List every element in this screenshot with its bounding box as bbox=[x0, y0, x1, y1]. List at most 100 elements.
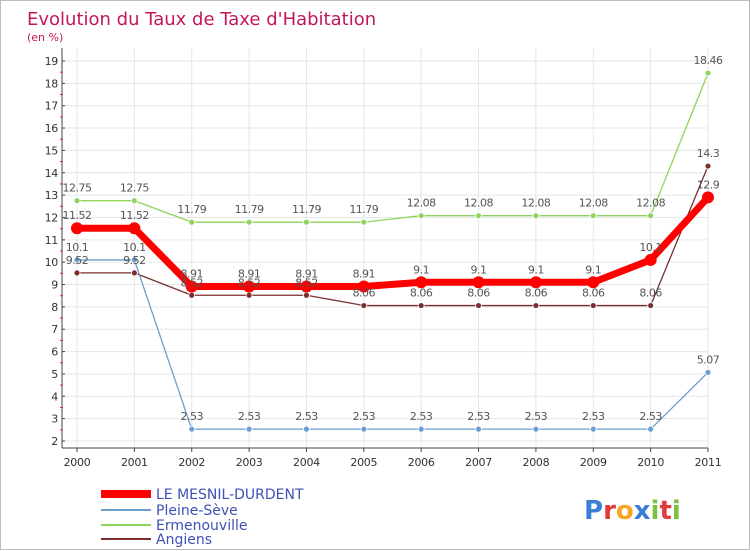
data-label: 8.91 bbox=[238, 268, 261, 281]
data-label: 8.06 bbox=[525, 287, 548, 300]
y-tick-label: 9 bbox=[51, 279, 58, 292]
brand-letter: i bbox=[651, 496, 660, 526]
data-label: 8.06 bbox=[467, 287, 490, 300]
series-lines bbox=[71, 69, 714, 433]
data-point bbox=[73, 269, 81, 277]
brand-letter: P bbox=[584, 496, 603, 526]
x-tick-label: 2008 bbox=[523, 456, 550, 469]
data-label: 11.79 bbox=[292, 203, 321, 216]
data-point bbox=[417, 425, 425, 433]
chart-subtitle: (en %) bbox=[27, 31, 63, 44]
series-line-3 bbox=[76, 165, 709, 307]
brand-letter: x bbox=[634, 496, 651, 526]
axes: 2 3 4 5 6 7 8 9 10 11 12 13 14 15 16 17 18 19 2000 2001 2002… bbox=[45, 48, 722, 469]
legend: LE MESNIL-DURDENTPleine-SèveErmenouville… bbox=[101, 487, 304, 548]
data-point bbox=[128, 222, 141, 235]
data-point bbox=[417, 302, 425, 309]
y-tick-label: 7 bbox=[51, 323, 58, 336]
y-tick-label: 4 bbox=[51, 390, 58, 403]
data-label: 12.08 bbox=[521, 197, 550, 210]
brand-letter: t bbox=[659, 496, 671, 526]
data-label: 12.75 bbox=[120, 182, 149, 195]
data-point bbox=[360, 218, 368, 226]
data-label: 9.1 bbox=[413, 263, 429, 276]
data-point bbox=[589, 302, 597, 309]
data-label: 2.53 bbox=[238, 410, 261, 423]
legend-label: Angiens bbox=[156, 532, 212, 548]
data-label: 11.52 bbox=[120, 209, 149, 222]
brand-letter: r bbox=[603, 496, 616, 526]
data-label: 2.53 bbox=[353, 410, 376, 423]
data-label: 12.9 bbox=[697, 178, 720, 191]
data-point bbox=[243, 280, 256, 293]
data-label: 2.53 bbox=[467, 410, 490, 423]
data-label: 10.1 bbox=[639, 241, 662, 254]
data-point bbox=[130, 197, 138, 205]
brand-wordmark: Proxiti bbox=[584, 496, 681, 526]
data-labels: 11.52 11.52 8.91 8.91 8.91 8.91 9.1 9.1 9.1 9.1 10… bbox=[63, 54, 724, 423]
x-tick-label: 2002 bbox=[178, 456, 205, 469]
data-label: 12.08 bbox=[464, 197, 493, 210]
data-label: 8.91 bbox=[353, 268, 376, 281]
data-point bbox=[704, 368, 712, 376]
data-label: 2.53 bbox=[410, 410, 433, 423]
data-point bbox=[303, 218, 310, 226]
data-label: 8.06 bbox=[353, 287, 376, 300]
y-tick-label: 18 bbox=[45, 77, 59, 90]
y-tick-label: 3 bbox=[51, 413, 58, 426]
brand-letter: i bbox=[672, 496, 681, 526]
data-point bbox=[644, 253, 657, 266]
data-point bbox=[360, 302, 368, 309]
x-tick-label: 2007 bbox=[465, 456, 492, 469]
data-point bbox=[245, 218, 253, 226]
data-label: 2.53 bbox=[295, 410, 318, 423]
data-label: 12.08 bbox=[579, 197, 608, 210]
y-tick-label: 2 bbox=[51, 435, 58, 448]
proxiti-logo: Proxiti bbox=[584, 496, 681, 526]
data-label: 11.79 bbox=[349, 203, 378, 216]
data-point bbox=[188, 291, 196, 299]
legend-label: LE MESNIL-DURDENT bbox=[156, 487, 304, 503]
data-label: 11.79 bbox=[177, 203, 206, 216]
data-point bbox=[472, 276, 485, 289]
data-point bbox=[130, 256, 138, 264]
y-tick-label: 19 bbox=[45, 55, 59, 68]
data-point bbox=[300, 280, 313, 293]
data-label: 12.75 bbox=[63, 182, 92, 195]
brand-letter: o bbox=[616, 496, 634, 526]
x-tick-label: 2003 bbox=[236, 456, 263, 469]
y-tick-label: 8 bbox=[51, 301, 58, 314]
y-tick-label: 16 bbox=[45, 122, 59, 135]
data-point bbox=[647, 302, 655, 309]
data-label: 2.53 bbox=[639, 410, 662, 423]
data-point bbox=[245, 425, 253, 433]
data-point bbox=[303, 425, 310, 433]
data-label: 10.1 bbox=[66, 241, 89, 254]
legend-label: Pleine-Sève bbox=[156, 503, 238, 519]
data-point bbox=[417, 212, 425, 220]
data-point bbox=[529, 276, 542, 289]
series-line-0 bbox=[73, 193, 712, 291]
data-label: 8.06 bbox=[639, 287, 662, 300]
data-label: 8.06 bbox=[582, 287, 605, 300]
x-tick-label: 2004 bbox=[293, 456, 320, 469]
legend-label: Ermenouville bbox=[156, 518, 248, 534]
data-point bbox=[587, 276, 600, 289]
data-label: 9.52 bbox=[123, 254, 146, 267]
data-point bbox=[245, 291, 253, 299]
data-point bbox=[589, 425, 597, 433]
data-point bbox=[532, 302, 540, 309]
x-tick-label: 2001 bbox=[121, 456, 148, 469]
data-label: 12.08 bbox=[636, 197, 665, 210]
data-point bbox=[532, 425, 540, 433]
series-line-1 bbox=[76, 259, 709, 430]
data-label: 2.53 bbox=[180, 410, 203, 423]
data-label: 9.1 bbox=[471, 263, 487, 276]
y-tick-label: 11 bbox=[45, 234, 58, 247]
data-point bbox=[415, 276, 428, 289]
data-point bbox=[475, 212, 482, 220]
data-point bbox=[702, 191, 714, 204]
data-point bbox=[185, 280, 198, 293]
data-label: 8.06 bbox=[410, 287, 433, 300]
data-point bbox=[704, 69, 712, 77]
